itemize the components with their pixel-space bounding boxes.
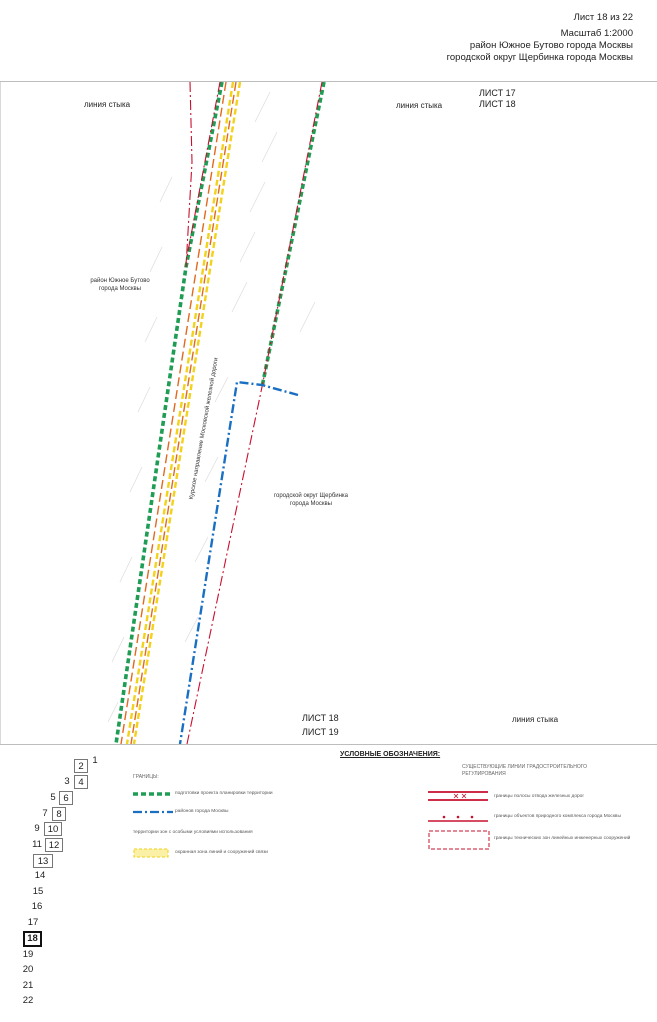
sheet-index-21[interactable]: 21 [22,980,34,991]
sheet-index-17[interactable]: 17 [27,917,39,928]
sheet-top-labels: ЛИСТ 17 ЛИСТ 18 [479,88,516,111]
legend-item-planning: подготовки проекта планировки территории [175,791,273,796]
sheet-header: Лист 18 из 22 Масштаб 1:2000 район Южное… [447,12,633,64]
sheet-index-1[interactable]: 1 [92,755,98,766]
legend-group-zones: территории зон с особыми условиями испол… [133,830,253,835]
legend-symbol-natural [428,815,488,822]
sheet-index-2[interactable]: 2 [74,759,88,773]
legend-symbol-railway-strip [428,791,488,801]
map-bottom-border [0,744,657,745]
legend-item-natural: границы объектов природного комплекса го… [494,814,621,819]
sheet-index-6[interactable]: 6 [59,791,73,805]
sheet-index-22[interactable]: 22 [22,995,34,1006]
area-left-line2: города Москвы [99,285,141,292]
area-left-line1: район Южное Бутово [90,278,150,284]
legend-item-districts: районов города Москвы [175,809,229,814]
protect-zone-lines [125,82,242,744]
railway-axis-lines [120,82,237,744]
sheet-bottom-19: ЛИСТ 19 [302,727,339,738]
railway-strip-lines [185,82,323,744]
district-boundary-lines [178,380,299,744]
sheet-index-10[interactable]: 10 [44,822,62,836]
okrug-name: городской округ Щербинка города Москвы [446,51,633,63]
map-drawing [107,82,326,744]
area-label-shcherbinka: городской округ Щербинка города Москвы [246,493,376,508]
sheet-index-20[interactable]: 20 [22,964,34,975]
legend-item-railway-strip: границы полосы отвода железных дорог [494,794,585,799]
sheet-index-15[interactable]: 15 [32,886,44,897]
sheet-index-11[interactable]: 11 [32,839,42,850]
parcel-hatching [107,91,316,723]
sheet-index-9[interactable]: 9 [34,823,40,834]
legend-group-existing: СУЩЕСТВУЮЩИЕ ЛИНИИ ГРАДОСТРОИТЕЛЬНОГО РЕ… [462,764,588,777]
area-right-line1: городской округ Щербинка [273,493,349,499]
sheet-index-4[interactable]: 4 [74,775,88,789]
sheet-index-13[interactable]: 13 [33,854,53,868]
area-label-yuzhnoe-butovo: район Южное Бутово города Москвы [70,278,170,293]
sheet-index-18-current[interactable]: 18 [23,931,42,947]
sheet-bottom-18: ЛИСТ 18 [302,713,339,723]
legend-symbol-protect-zone [133,848,169,858]
sheet-number: Лист 18 из 22 [573,12,633,23]
junction-line-left: линия стыка [84,100,131,109]
district-name: район Южное Бутово города Москвы [469,39,633,51]
sheet-top-17: ЛИСТ 17 [479,88,516,98]
map-left-border [0,82,1,744]
sheet-index-12[interactable]: 12 [45,838,63,852]
sheet-index-5[interactable]: 5 [50,792,56,803]
sheet-top-18: ЛИСТ 18 [479,99,516,110]
legend-item-protect-zone: охранная зона линий и сооружений связи [175,850,268,855]
legend-title: УСЛОВНЫЕ ОБОЗНАЧЕНИЯ: [340,751,441,758]
legend-symbol-engineering [428,830,490,850]
planning-boundary-lines [114,82,326,744]
legend-symbol-planning [133,792,173,796]
legend-group-boundaries: ГРАНИЦЫ: [133,774,159,780]
sheet-index-8[interactable]: 8 [52,807,66,821]
sheet-index-16[interactable]: 16 [31,901,43,912]
legend-symbol-districts [133,810,173,814]
sheet-bottom-labels: ЛИСТ 18 ЛИСТ 19 [302,713,339,739]
junction-line-right: линия стыка [396,101,443,110]
sheet-index-7[interactable]: 7 [42,808,48,819]
area-right-line2: города Москвы [290,500,332,507]
sheet-index-19[interactable]: 19 [22,949,34,960]
map-scale: Масштаб 1:2000 [560,27,633,39]
sheet-index-3[interactable]: 3 [64,776,70,787]
junction-line-bottom: линия стыка [512,715,559,724]
legend-item-engineering: границы технических зон линейных инженер… [494,836,631,841]
sheet-index-14[interactable]: 14 [34,870,46,881]
map-top-border [0,81,657,82]
